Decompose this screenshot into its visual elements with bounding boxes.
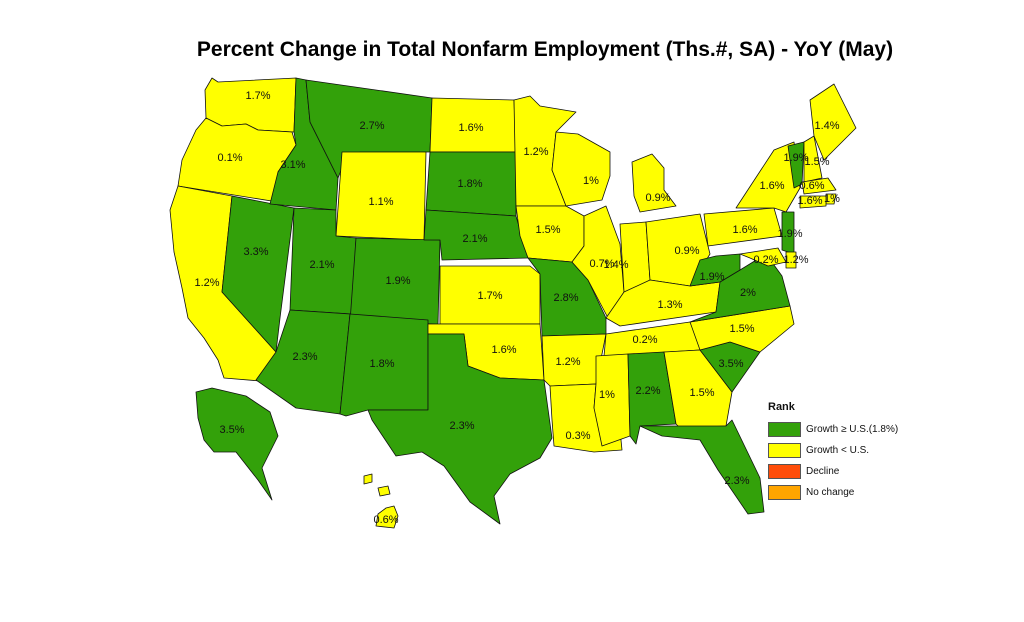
state-label-ak: 3.5%	[219, 424, 244, 436]
state-label-ar: 1.2%	[555, 356, 580, 368]
state-label-co: 1.9%	[385, 275, 410, 287]
state-label-wy: 1.1%	[368, 196, 393, 208]
state-ny	[735, 141, 801, 213]
state-ma	[801, 177, 837, 195]
legend-label-above: Growth ≥ U.S.(1.8%)	[806, 424, 899, 435]
state-label-ut: 2.1%	[309, 259, 334, 271]
state-label-wi: 1%	[583, 175, 599, 187]
state-label-sc: 3.5%	[718, 358, 743, 370]
state-label-ne: 2.1%	[462, 233, 487, 245]
state-label-va: 2%	[740, 287, 756, 299]
state-label-fl: 2.3%	[724, 475, 749, 487]
state-label-la: 0.3%	[565, 430, 590, 442]
state-ak	[195, 387, 279, 501]
state-label-ok: 1.6%	[491, 344, 516, 356]
state-label-ms: 1%	[599, 389, 615, 401]
state-label-al: 2.2%	[635, 385, 660, 397]
state-de	[785, 251, 797, 269]
legend-swatch-above	[768, 422, 801, 437]
state-label-mt: 2.7%	[359, 120, 384, 132]
state-label-nj: 1.9%	[777, 228, 802, 240]
state-me	[809, 83, 857, 161]
legend-swatch-nochange	[768, 485, 801, 500]
state-label-wa: 1.7%	[245, 90, 270, 102]
legend-label-nochange: No change	[806, 487, 855, 498]
state-label-in: 1.4%	[603, 259, 628, 271]
state-ks	[439, 265, 541, 325]
state-label-nd: 1.6%	[458, 122, 483, 134]
state-label-ny: 1.6%	[759, 180, 784, 192]
legend-label-decline: Decline	[806, 466, 840, 477]
state-ct	[799, 195, 827, 209]
legend-item-nochange: No change	[768, 482, 898, 503]
legend-swatch-below	[768, 443, 801, 458]
legend-item-below: Growth < U.S.	[768, 440, 898, 461]
state-va	[689, 253, 791, 323]
state-label-tn: 0.2%	[632, 334, 657, 346]
state-ne	[423, 209, 529, 261]
state-label-pa: 1.6%	[732, 224, 757, 236]
state-label-de: 1.2%	[783, 254, 808, 266]
legend-item-above: Growth ≥ U.S.(1.8%)	[768, 419, 898, 440]
state-nh	[803, 135, 823, 183]
state-label-nc: 1.5%	[729, 323, 754, 335]
state-label-nh: 1.5%	[804, 156, 829, 168]
state-label-sd: 1.8%	[457, 178, 482, 190]
state-label-md: 0.2%	[753, 254, 778, 266]
state-label-vt: 1.9%	[783, 152, 808, 164]
state-label-nm: 1.8%	[369, 358, 394, 370]
state-label-ia: 1.5%	[535, 224, 560, 236]
legend: Rank Growth ≥ U.S.(1.8%) Growth < U.S. D…	[768, 401, 898, 503]
state-labels: 1.7% 0.1% 1.2% 3.3% 3.1% 2.7% 1.1% 2.1% 1.9% 2.3%…	[194, 90, 840, 526]
state-label-il: 0.7%	[589, 258, 614, 270]
state-label-mn: 1.2%	[523, 146, 548, 158]
state-shapes	[169, 77, 857, 529]
state-label-mo: 2.8%	[553, 292, 578, 304]
state-label-az: 2.3%	[292, 351, 317, 363]
state-hi	[363, 473, 399, 529]
state-wi	[551, 131, 611, 207]
legend-label-below: Growth < U.S.	[806, 445, 870, 456]
state-label-ct: 1.6%	[797, 195, 822, 207]
state-label-me: 1.4%	[814, 120, 839, 132]
state-label-ky: 1.3%	[657, 299, 682, 311]
state-label-hi: 0.6%	[373, 514, 398, 526]
state-label-ma: 0.6%	[799, 180, 824, 192]
legend-item-decline: Decline	[768, 461, 898, 482]
state-md	[739, 247, 787, 267]
map-title: Percent Change in Total Nonfarm Employme…	[196, 38, 894, 61]
state-fl	[639, 419, 765, 515]
state-label-nv: 3.3%	[243, 246, 268, 258]
state-mi	[631, 153, 677, 213]
state-label-oh: 0.9%	[674, 245, 699, 257]
state-nv	[221, 195, 295, 353]
state-label-or: 0.1%	[217, 152, 242, 164]
state-tx	[367, 333, 553, 525]
state-label-tx: 2.3%	[449, 420, 474, 432]
state-label-ca: 1.2%	[194, 277, 219, 289]
legend-swatch-decline	[768, 464, 801, 479]
legend-title: Rank	[768, 401, 795, 413]
state-label-ri: 1%	[824, 193, 840, 205]
state-label-mi: 0.9%	[645, 192, 670, 204]
state-label-wv: 1.9%	[699, 271, 724, 283]
state-label-ks: 1.7%	[477, 290, 502, 302]
state-label-id: 3.1%	[280, 159, 305, 171]
state-label-ga: 1.5%	[689, 387, 714, 399]
